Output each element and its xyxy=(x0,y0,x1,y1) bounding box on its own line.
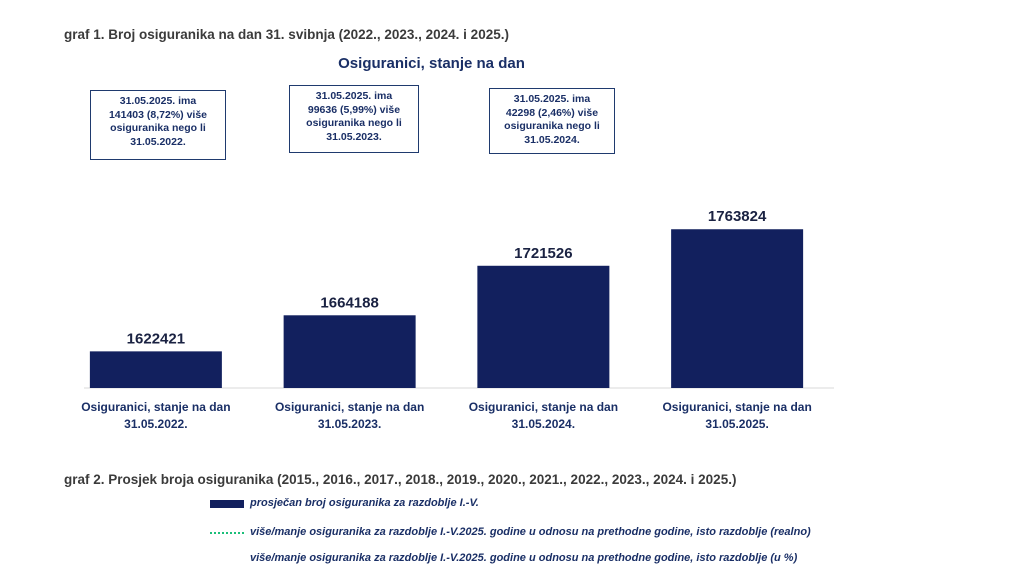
annotation-line: 31.05.2025. ima xyxy=(513,93,591,105)
legend-bar-swatch xyxy=(210,500,244,508)
category-label-1-1: 31.05.2023. xyxy=(318,417,381,431)
legend-label: prosječan broj osiguranika za razdoblje … xyxy=(250,497,479,509)
annotation-line: 31.05.2025. ima xyxy=(119,95,197,107)
figure-caption-1: graf 1. Broj osiguranika na dan 31. svib… xyxy=(64,27,509,42)
annotation-box-2024: 31.05.2025. ima 42298 (2,46%) više osigu… xyxy=(489,88,615,154)
bar-2 xyxy=(477,265,610,388)
bar-chart: Osiguranici, stanje na dan 1622421 Osigura… xyxy=(81,55,834,431)
category-label-0-1: 31.05.2022. xyxy=(124,417,187,431)
legend-label: više/manje osiguranika za razdoblje I.-V… xyxy=(250,552,798,564)
category-label-1-0: Osiguranici, stanje na dan xyxy=(275,400,424,414)
figure-caption-2: graf 2. Prosjek broja osiguranika (2015.… xyxy=(64,472,737,487)
annotation-line: 31.05.2022. xyxy=(130,135,186,148)
legend-label: više/manje osiguranika za razdoblje I.-V… xyxy=(250,526,811,538)
category-label-3-0: Osiguranici, stanje na dan xyxy=(662,400,811,414)
category-label-0-0: Osiguranici, stanje na dan xyxy=(81,400,230,414)
category-label-3-1: 31.05.2025. xyxy=(705,417,768,431)
category-label-2-1: 31.05.2024. xyxy=(512,417,575,431)
legend-dotted-swatch xyxy=(210,532,244,534)
annotation-line: 99636 (5,99%) više xyxy=(307,103,401,116)
bar-value-label-1: 1664188 xyxy=(320,294,378,311)
annotation-line: 141403 (8,72%) više xyxy=(108,108,208,121)
bar-0 xyxy=(89,351,222,388)
annotation-line: 31.05.2025. ima xyxy=(315,90,393,102)
annotation-line: 31.05.2023. xyxy=(326,130,382,143)
annotation-box-2022: 31.05.2025. ima 141403 (8,72%) više osig… xyxy=(90,90,226,160)
annotation-line: 31.05.2024. xyxy=(524,133,580,146)
chart-title: Osiguranici, stanje na dan xyxy=(338,55,525,72)
bar-value-label-3: 1763824 xyxy=(708,208,767,225)
bar-value-label-2: 1721526 xyxy=(514,245,572,262)
bar-3 xyxy=(671,229,804,388)
bar-1 xyxy=(283,315,416,388)
annotation-line: osiguranika nego li xyxy=(306,117,402,129)
annotation-line: osiguranika nego li xyxy=(110,122,206,134)
chart-container: Osiguranici, stanje na dan 1622421 Osigura… xyxy=(64,48,839,458)
bar-value-label-0: 1622421 xyxy=(127,330,185,347)
annotation-box-2023: 31.05.2025. ima 99636 (5,99%) više osigu… xyxy=(289,85,419,153)
annotation-line: osiguranika nego li xyxy=(504,120,600,132)
annotation-line: 42298 (2,46%) više xyxy=(505,106,599,119)
category-label-2-0: Osiguranici, stanje na dan xyxy=(469,400,618,414)
